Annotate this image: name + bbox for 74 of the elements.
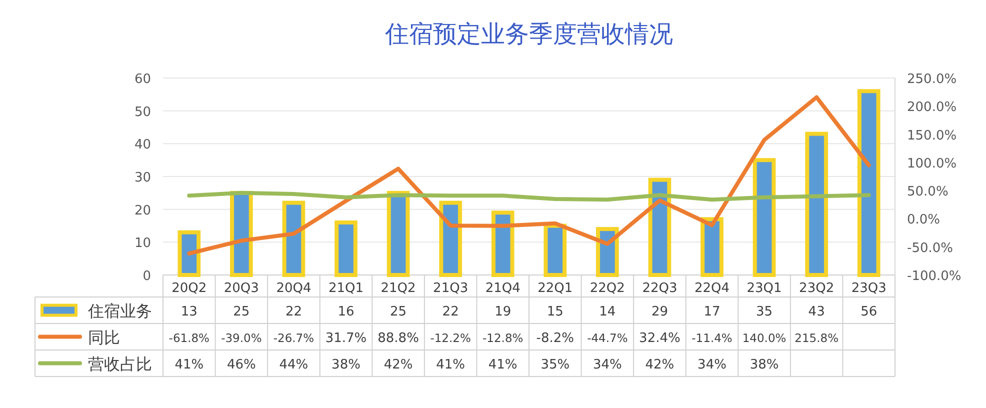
data-label: -11.4% xyxy=(692,330,732,345)
data-label: 43 xyxy=(808,304,825,320)
data-label: 41% xyxy=(436,357,466,372)
y-tick-label: 40 xyxy=(134,138,151,153)
y-tick-label: 20 xyxy=(134,203,151,218)
line-series xyxy=(187,95,871,256)
data-label: 13 xyxy=(180,304,198,320)
y2-tick-label: 250.0% xyxy=(907,72,957,87)
legend-label: 营收占比 xyxy=(88,354,152,374)
data-label: -61.8% xyxy=(168,330,210,345)
data-label: 35% xyxy=(540,357,570,372)
x-tick-label: 23Q2 xyxy=(799,281,834,296)
data-label: -44.7% xyxy=(587,330,628,345)
y2-tick-label: 200.0% xyxy=(907,100,957,116)
data-label: 25 xyxy=(233,304,250,320)
y2-tick-label: 50.0% xyxy=(907,184,948,200)
data-label: 88.8% xyxy=(378,330,419,346)
y-tick-label: 10 xyxy=(134,236,151,252)
data-label: 16 xyxy=(338,304,354,320)
legend-label: 住宿业务 xyxy=(87,301,152,320)
data-label: -39.0% xyxy=(221,330,262,345)
x-tick-label: 20Q4 xyxy=(276,281,312,296)
data-label: 41% xyxy=(488,357,518,372)
x-tick-label: 21Q3 xyxy=(433,281,468,296)
y2-tick-label: 100.0% xyxy=(907,156,957,172)
line-series xyxy=(187,190,871,202)
data-label: 22 xyxy=(285,304,302,320)
x-tick-label: 21Q1 xyxy=(328,281,364,296)
data-label: 31.7% xyxy=(325,330,367,346)
data-label: 35 xyxy=(756,304,773,320)
data-label: 22 xyxy=(442,304,459,320)
data-label: -8.2% xyxy=(536,330,574,346)
data-label: 46% xyxy=(226,357,256,372)
y2-tick-label: -50.0% xyxy=(907,240,953,256)
y2-tick-label: 150.0% xyxy=(907,128,957,144)
data-label: -12.2% xyxy=(430,330,471,345)
legend-label: 同比 xyxy=(88,328,120,347)
x-tick-label: 20Q3 xyxy=(224,281,259,296)
data-label: 34% xyxy=(592,357,622,372)
y2-tick-label: -100.0% xyxy=(907,269,962,284)
x-tick-label: 22Q2 xyxy=(590,281,625,296)
chart-title: 住宿预定业务季度营收情况 xyxy=(384,20,673,48)
y-tick-label: 30 xyxy=(134,170,151,186)
data-label: 215.8% xyxy=(794,330,839,345)
x-tick-label: 23Q3 xyxy=(851,281,886,296)
x-tick-label: 22Q3 xyxy=(642,281,678,296)
data-label: 34% xyxy=(698,357,726,372)
y-tick-label: 0 xyxy=(142,269,151,284)
data-label: 19 xyxy=(494,304,512,320)
x-tick-label: 23Q1 xyxy=(746,281,782,296)
x-tick-label: 21Q4 xyxy=(485,281,520,296)
data-label: 44% xyxy=(279,357,308,372)
data-label: 140.0% xyxy=(742,330,786,345)
y-tick-label: 50 xyxy=(134,104,151,120)
data-label: 14 xyxy=(599,304,616,320)
data-label: 42% xyxy=(645,357,674,372)
data-label: 38% xyxy=(332,357,360,372)
data-label: -12.8% xyxy=(482,330,524,345)
data-label: 42% xyxy=(384,357,413,372)
x-tick-label: 21Q2 xyxy=(380,281,416,296)
y2-tick-label: 0.0% xyxy=(907,212,940,228)
x-tick-label: 22Q4 xyxy=(694,281,730,296)
x-tick-label: 20Q2 xyxy=(172,281,207,296)
data-label: -26.7% xyxy=(273,330,314,345)
data-label: 15 xyxy=(546,304,564,320)
x-tick-label: 22Q1 xyxy=(538,281,573,296)
data-label: 32.4% xyxy=(639,330,680,346)
data-label: 25 xyxy=(390,304,407,320)
y-tick-label: 60 xyxy=(134,72,151,87)
data-label: 56 xyxy=(860,304,878,320)
data-label: 29 xyxy=(651,304,668,320)
data-label: 17 xyxy=(704,304,720,320)
data-label: 38% xyxy=(750,357,779,372)
data-label: 41% xyxy=(174,357,204,372)
